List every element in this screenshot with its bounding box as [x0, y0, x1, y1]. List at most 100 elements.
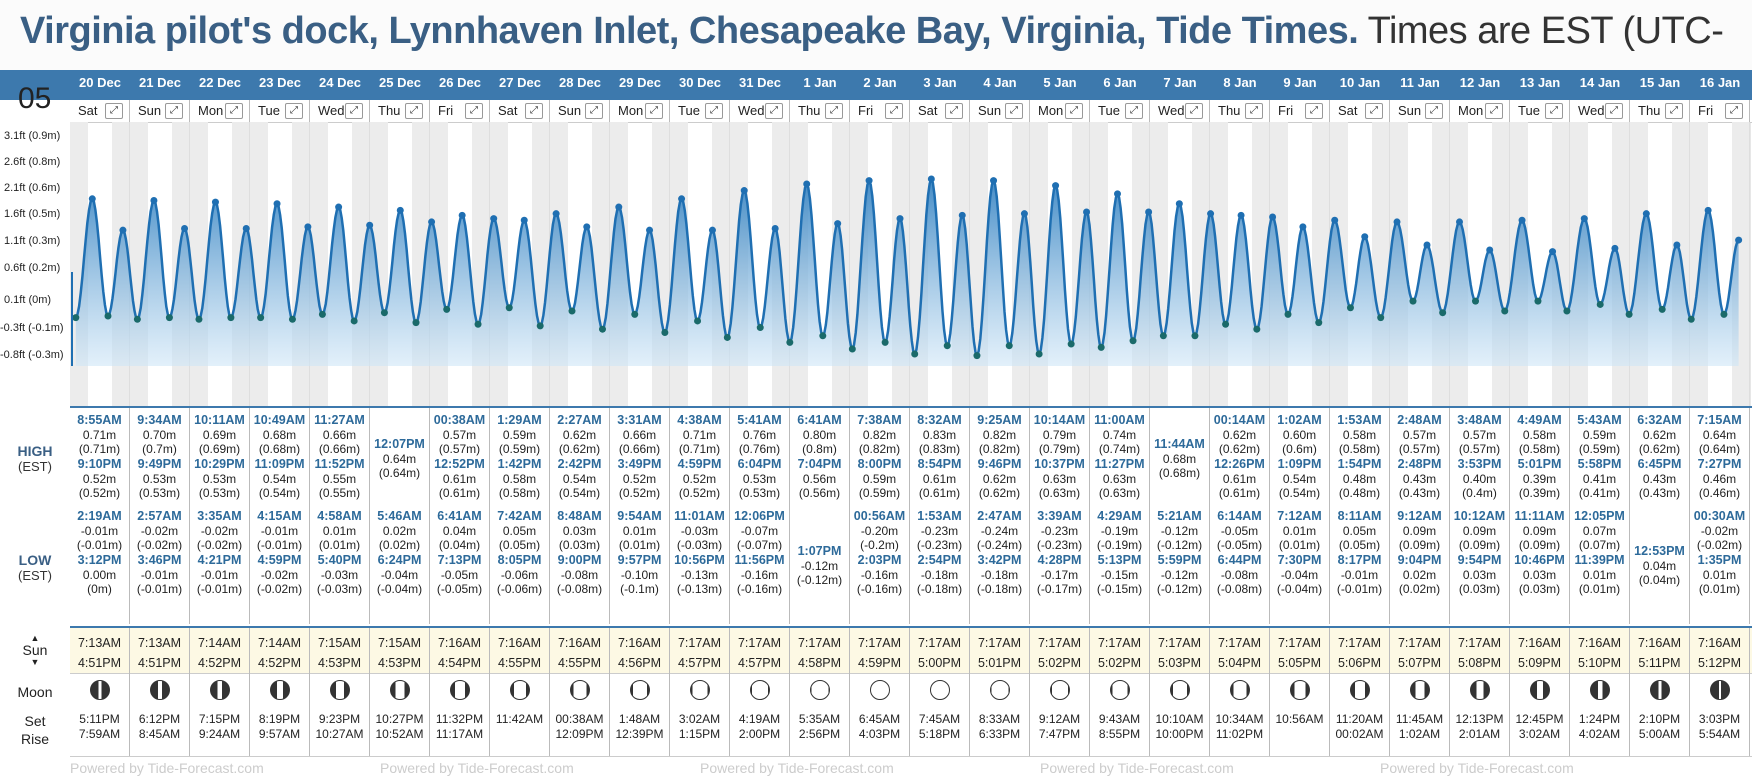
- high-tide-time[interactable]: 9:34AM: [137, 413, 182, 427]
- low-tide-time[interactable]: 4:29AM: [1097, 509, 1142, 523]
- low-tide-point[interactable]: [1439, 309, 1447, 317]
- high-tide-point[interactable]: [896, 215, 904, 223]
- high-tide-time[interactable]: 11:27PM: [1094, 457, 1145, 471]
- low-tide-time[interactable]: 11:11AM: [1514, 509, 1565, 523]
- low-tide-time[interactable]: 9:12AM: [1397, 509, 1442, 523]
- low-tide-time[interactable]: 9:54PM: [1457, 553, 1502, 567]
- high-tide-point[interactable]: [834, 220, 842, 228]
- high-tide-time[interactable]: 5:41AM: [737, 413, 782, 427]
- high-tide-time[interactable]: 1:42PM: [497, 457, 542, 471]
- low-tide-time[interactable]: 2:03PM: [857, 553, 902, 567]
- low-tide-point[interactable]: [443, 305, 451, 313]
- low-tide-time[interactable]: 6:44PM: [1217, 553, 1262, 567]
- low-tide-time[interactable]: 2:57AM: [137, 509, 182, 523]
- low-tide-time[interactable]: 10:56PM: [674, 553, 725, 567]
- high-tide-point[interactable]: [865, 177, 873, 185]
- low-tide-point[interactable]: [631, 310, 639, 318]
- high-tide-time[interactable]: 8:55AM: [77, 413, 122, 427]
- high-tide-time[interactable]: 10:11AM: [194, 413, 245, 427]
- high-tide-point[interactable]: [958, 211, 966, 219]
- high-tide-point[interactable]: [678, 195, 686, 203]
- low-tide-point[interactable]: [257, 314, 265, 322]
- expand-day-button[interactable]: ⤢: [1245, 103, 1263, 119]
- expand-day-button[interactable]: ⤢: [285, 103, 303, 119]
- high-tide-point[interactable]: [1361, 233, 1369, 241]
- high-tide-time[interactable]: 11:09PM: [254, 457, 305, 471]
- low-tide-time[interactable]: 00:56AM: [853, 509, 906, 523]
- high-tide-point[interactable]: [88, 195, 96, 203]
- low-tide-time[interactable]: 1:53AM: [917, 509, 962, 523]
- high-tide-point[interactable]: [211, 198, 219, 206]
- high-tide-point[interactable]: [1331, 216, 1339, 224]
- high-tide-time[interactable]: 00:38AM: [433, 413, 486, 427]
- expand-day-button[interactable]: ⤢: [525, 103, 543, 119]
- high-tide-time[interactable]: 12:26PM: [1214, 457, 1265, 471]
- low-tide-time[interactable]: 12:53PM: [1634, 544, 1685, 558]
- high-tide-point[interactable]: [583, 223, 591, 231]
- high-tide-point[interactable]: [273, 200, 281, 208]
- high-tide-point[interactable]: [1735, 236, 1743, 244]
- low-tide-time[interactable]: 11:39PM: [1574, 553, 1625, 567]
- low-tide-time[interactable]: 2:47AM: [977, 509, 1022, 523]
- low-tide-time[interactable]: 5:59PM: [1157, 553, 1202, 567]
- low-tide-time[interactable]: 11:01AM: [674, 509, 725, 523]
- high-tide-time[interactable]: 6:32AM: [1637, 413, 1682, 427]
- expand-day-button[interactable]: ⤢: [1545, 103, 1563, 119]
- high-tide-point[interactable]: [615, 203, 623, 211]
- low-tide-point[interactable]: [848, 345, 856, 353]
- high-tide-point[interactable]: [1704, 206, 1712, 214]
- expand-day-button[interactable]: ⤢: [225, 103, 243, 119]
- high-tide-point[interactable]: [335, 203, 343, 211]
- high-tide-time[interactable]: 00:14AM: [1213, 413, 1266, 427]
- low-tide-time[interactable]: 3:35AM: [197, 509, 242, 523]
- expand-day-button[interactable]: ⤢: [1425, 103, 1443, 119]
- high-tide-point[interactable]: [366, 221, 374, 229]
- low-tide-time[interactable]: 3:42PM: [977, 553, 1022, 567]
- low-tide-point[interactable]: [412, 319, 420, 327]
- high-tide-time[interactable]: 10:29PM: [194, 457, 245, 471]
- low-tide-point[interactable]: [1658, 305, 1666, 313]
- low-tide-time[interactable]: 6:41AM: [437, 509, 482, 523]
- low-tide-point[interactable]: [973, 352, 981, 360]
- high-tide-time[interactable]: 7:27PM: [1697, 457, 1742, 471]
- low-tide-point[interactable]: [1159, 332, 1167, 340]
- expand-day-button[interactable]: ⤢: [825, 103, 843, 119]
- high-tide-point[interactable]: [1642, 210, 1650, 218]
- low-tide-time[interactable]: 10:46PM: [1514, 553, 1565, 567]
- high-tide-time[interactable]: 6:04PM: [737, 457, 782, 471]
- low-tide-point[interactable]: [1284, 310, 1292, 318]
- low-tide-point[interactable]: [380, 309, 388, 317]
- low-tide-point[interactable]: [661, 329, 669, 337]
- low-tide-time[interactable]: 3:46PM: [137, 553, 182, 567]
- high-tide-point[interactable]: [771, 225, 779, 233]
- high-tide-time[interactable]: 3:49PM: [617, 457, 662, 471]
- low-tide-point[interactable]: [133, 315, 141, 323]
- low-tide-point[interactable]: [599, 325, 606, 333]
- low-tide-point[interactable]: [1472, 297, 1479, 305]
- high-tide-point[interactable]: [1207, 210, 1215, 218]
- low-tide-time[interactable]: 11:56PM: [734, 553, 785, 567]
- low-tide-point[interactable]: [1097, 343, 1105, 351]
- low-tide-point[interactable]: [227, 314, 235, 322]
- high-tide-time[interactable]: 2:48AM: [1397, 413, 1442, 427]
- high-tide-point[interactable]: [150, 196, 158, 204]
- high-tide-point[interactable]: [458, 211, 466, 219]
- expand-day-button[interactable]: ⤢: [465, 103, 483, 119]
- low-tide-time[interactable]: 7:13PM: [437, 553, 482, 567]
- high-tide-point[interactable]: [1052, 182, 1060, 190]
- high-tide-point[interactable]: [1393, 218, 1401, 226]
- expand-day-button[interactable]: ⤢: [1365, 103, 1383, 119]
- low-tide-time[interactable]: 12:06PM: [734, 509, 785, 523]
- expand-day-button[interactable]: ⤢: [165, 103, 183, 119]
- low-tide-time[interactable]: 7:12AM: [1277, 509, 1322, 523]
- low-tide-time[interactable]: 3:39AM: [1037, 509, 1082, 523]
- low-tide-point[interactable]: [318, 310, 326, 318]
- high-tide-time[interactable]: 12:07PM: [374, 437, 425, 451]
- high-tide-time[interactable]: 10:14AM: [1033, 413, 1086, 427]
- low-tide-time[interactable]: 8:05PM: [497, 553, 542, 567]
- high-tide-point[interactable]: [1145, 208, 1153, 216]
- low-tide-point[interactable]: [1501, 307, 1509, 315]
- low-tide-time[interactable]: 00:30AM: [1693, 509, 1746, 523]
- expand-day-button[interactable]: ⤢: [885, 103, 903, 119]
- high-tide-time[interactable]: 4:49AM: [1517, 413, 1562, 427]
